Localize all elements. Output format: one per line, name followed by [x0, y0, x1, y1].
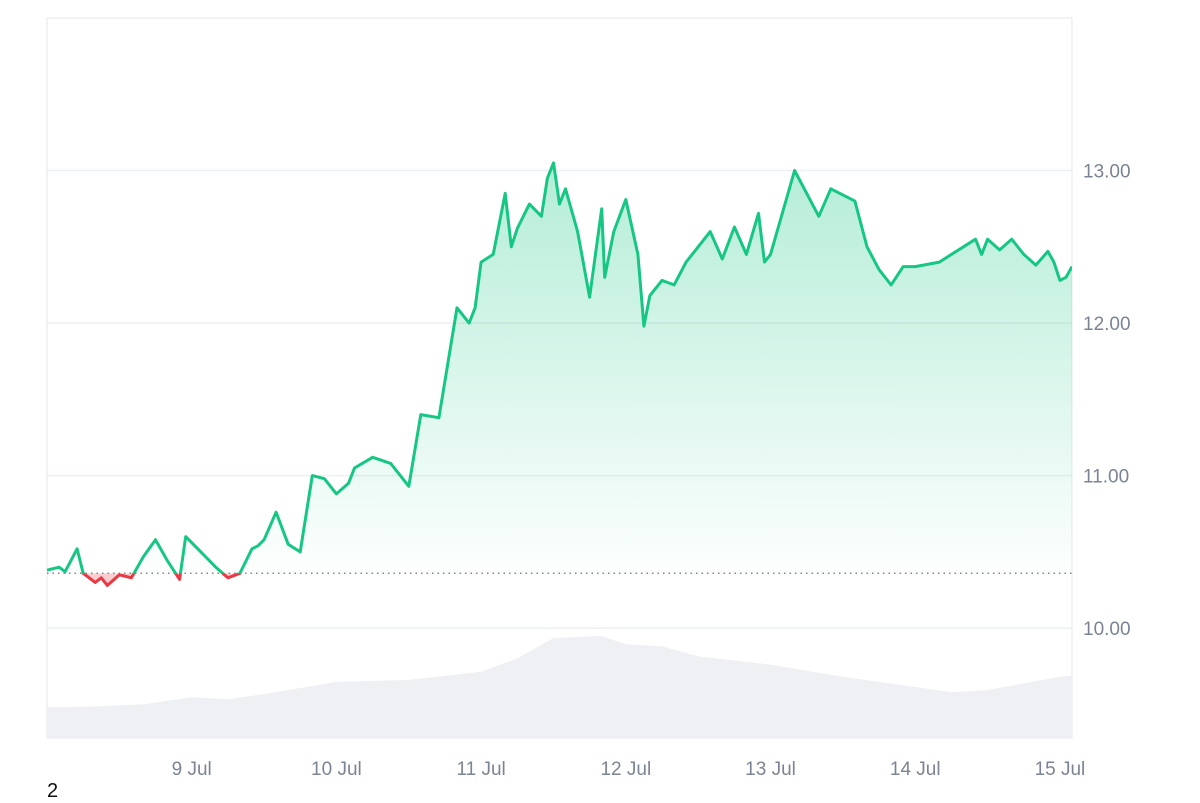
y-tick-label: 12.00	[1083, 314, 1131, 335]
y-tick-label: 10.00	[1083, 619, 1131, 640]
price-line-up	[47, 161, 1072, 574]
volume-layer	[47, 636, 1072, 738]
price-line-layer	[47, 161, 1072, 587]
y-tick-label: 11.00	[1083, 467, 1129, 488]
footer-note: 2	[47, 780, 59, 802]
x-tick-label: 11 Jul	[456, 759, 505, 780]
x-tick-label: 15 Jul	[1035, 759, 1086, 780]
x-tick-label: 9 Jul	[172, 759, 212, 780]
volume-area	[47, 636, 1072, 738]
y-tick-label: 13.00	[1083, 162, 1131, 183]
x-tick-label: 10 Jul	[311, 759, 362, 780]
x-axis-tick-labels: 9 Jul 10 Jul 11 Jul 12 Jul 13 Jul 14 Jul 15 Ju…	[172, 759, 1086, 780]
y-axis-tick-labels: 13.00 12.00 11.00 10.00	[1083, 162, 1131, 641]
x-tick-label: 12 Jul	[600, 759, 651, 780]
x-tick-label: 13 Jul	[745, 759, 796, 780]
price-area-up	[47, 162, 1072, 574]
price-area-layer	[47, 162, 1072, 586]
x-tick-label: 14 Jul	[890, 759, 941, 780]
